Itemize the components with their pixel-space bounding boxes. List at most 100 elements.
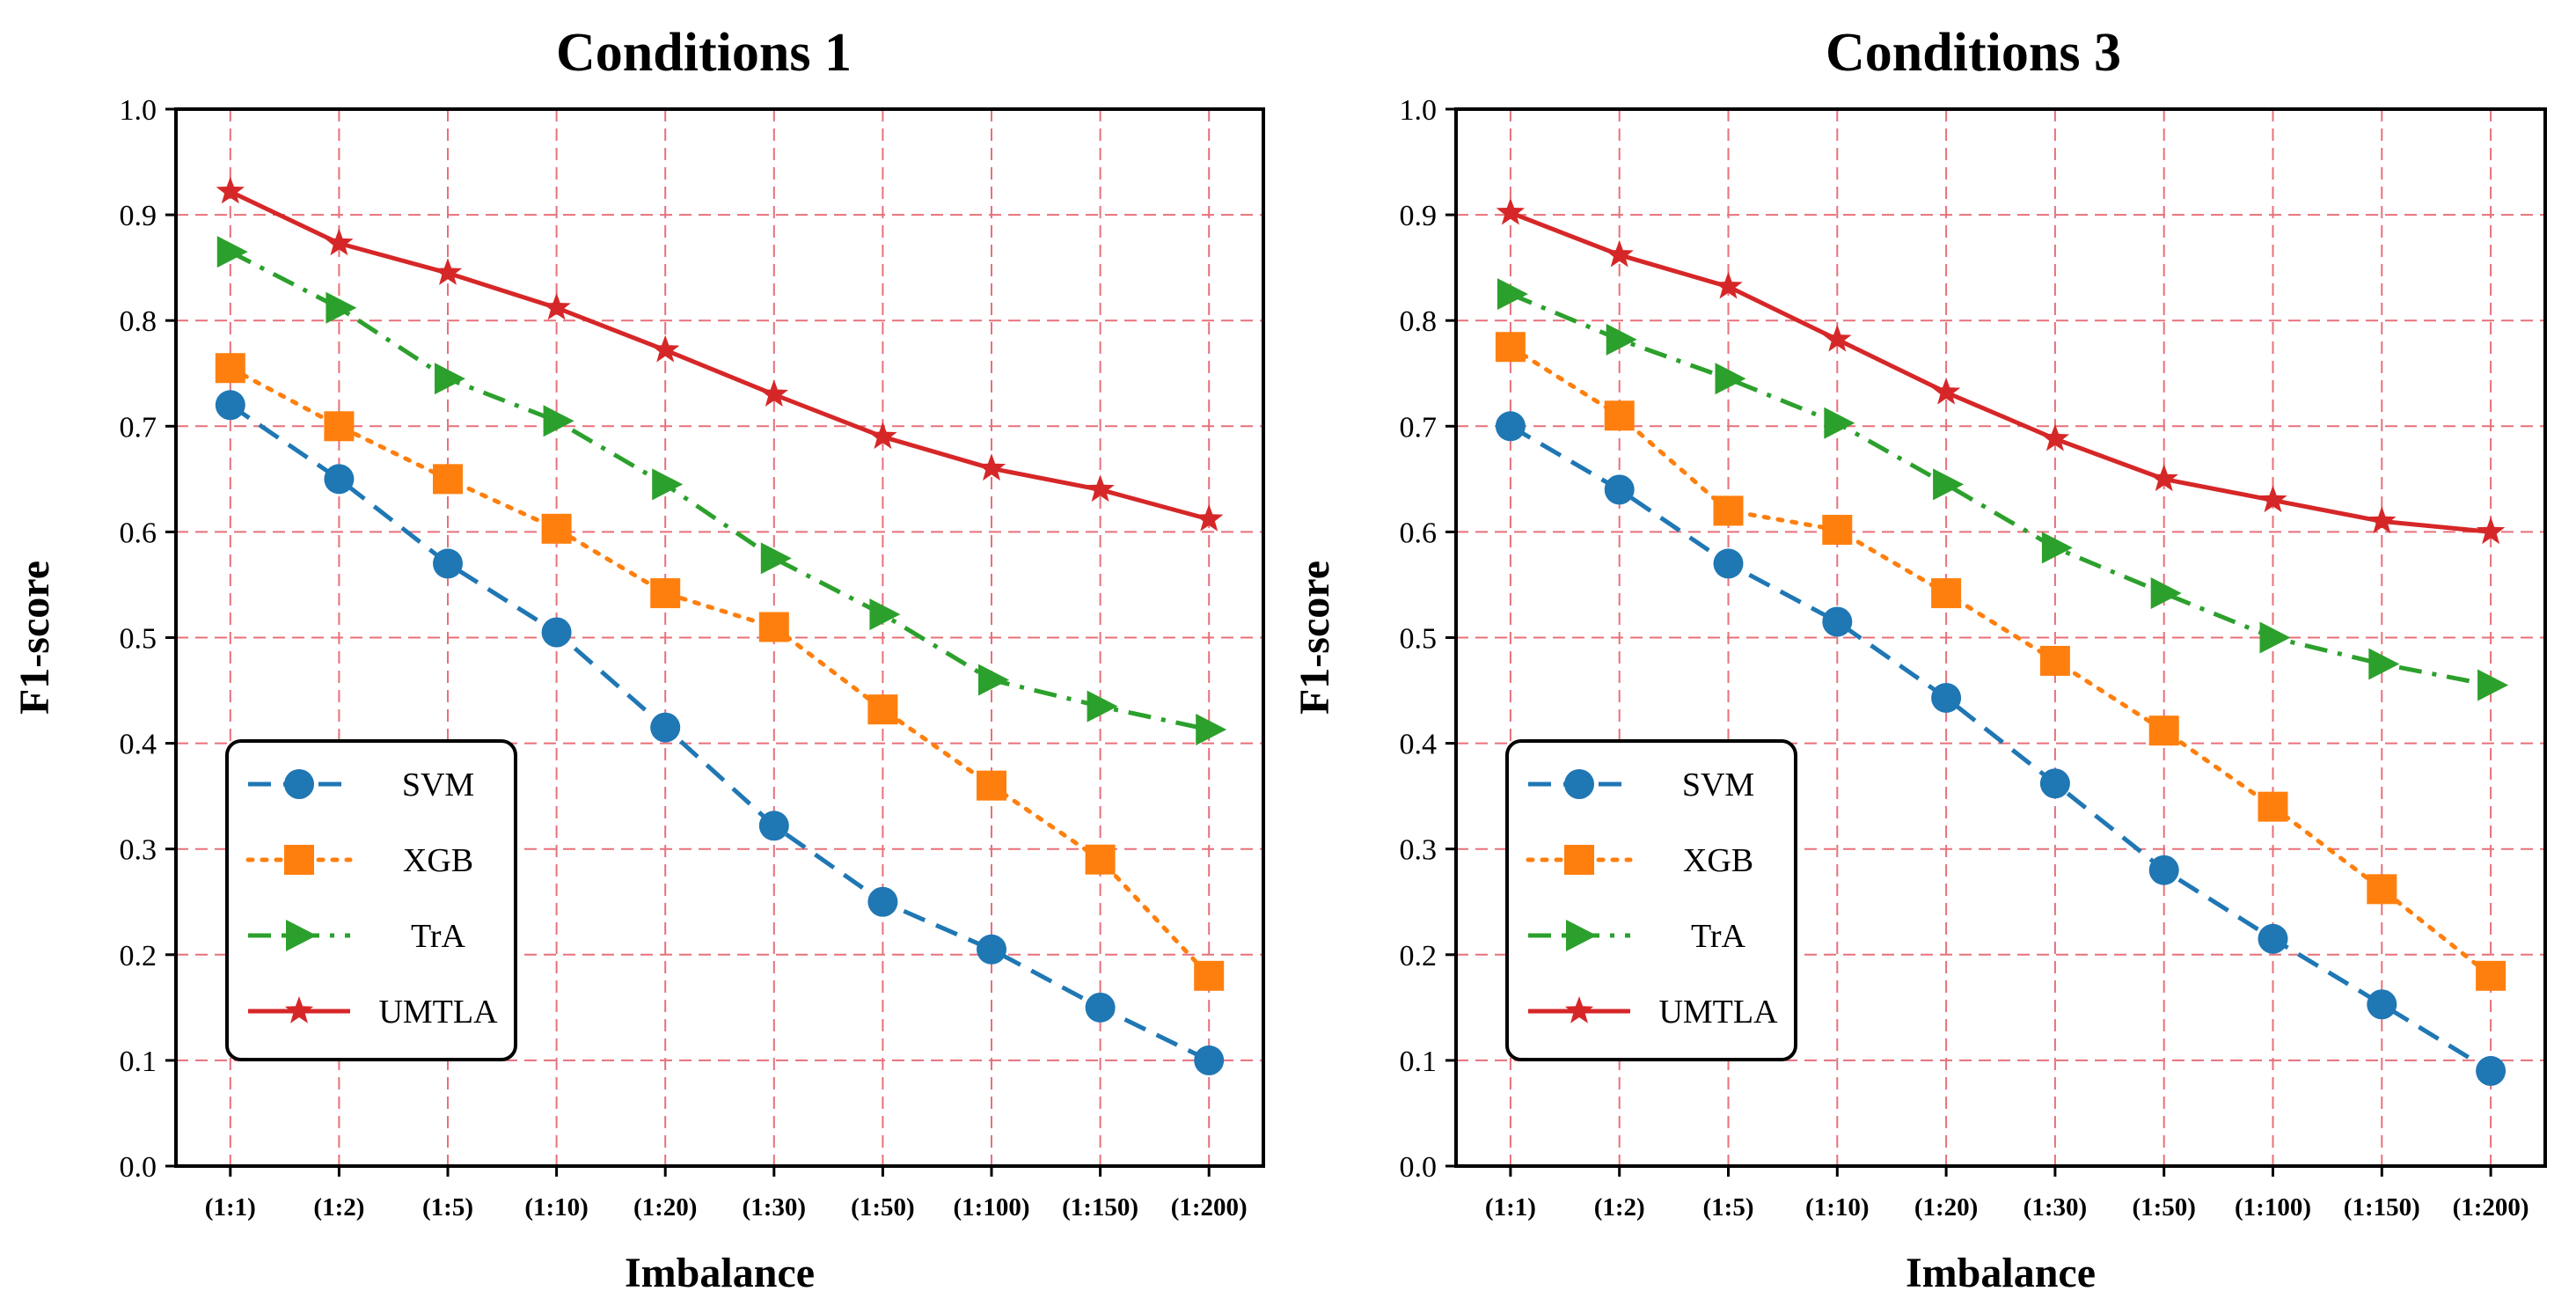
data-point-svm xyxy=(541,617,572,648)
y-axis-label: F1-score xyxy=(11,561,58,715)
data-point-xgb xyxy=(2258,791,2288,822)
data-point-umtla xyxy=(1714,271,1743,299)
x-tick-label: (1:1) xyxy=(1485,1193,1536,1222)
x-tick-label: (1:10) xyxy=(1805,1193,1869,1222)
data-point-tra xyxy=(543,405,574,437)
data-point-svm xyxy=(977,934,1006,965)
legend-label-svm: SVM xyxy=(1682,767,1754,803)
data-point-tra xyxy=(2477,669,2509,701)
y-tick-label: 0.9 xyxy=(1400,200,1438,232)
x-axis-label: Imbalance xyxy=(1906,1250,2096,1296)
data-point-svm xyxy=(1194,1045,1225,1075)
x-tick-label: (1:1) xyxy=(205,1193,256,1222)
series-line-umtla xyxy=(229,189,1210,522)
x-tick-label: (1:10) xyxy=(524,1193,588,1222)
data-point-xgb xyxy=(867,694,898,725)
data-point-svm xyxy=(867,886,898,917)
legend-box xyxy=(225,739,517,1061)
series-line-umtla xyxy=(1509,210,2492,534)
series-line-tra xyxy=(1509,291,2492,687)
x-tick-label: (1:20) xyxy=(633,1193,697,1222)
x-tick-label: (1:2) xyxy=(1594,1193,1645,1222)
data-point-svm xyxy=(1713,548,1744,579)
data-point-tra xyxy=(1196,713,1227,745)
y-tick-label: 0.2 xyxy=(1400,940,1438,972)
data-point-xgb xyxy=(1822,514,1853,545)
data-point-umtla xyxy=(2040,423,2070,451)
data-point-svm xyxy=(2258,923,2288,954)
data-point-xgb xyxy=(324,411,355,442)
y-tick-label: 0.6 xyxy=(1400,517,1438,549)
data-point-svm xyxy=(1085,992,1116,1023)
x-tick-label: (1:5) xyxy=(422,1193,473,1222)
data-point-tra xyxy=(652,468,684,501)
legend-label-umtla: UMTLA xyxy=(378,994,498,1031)
x-tick-label: (1:100) xyxy=(954,1193,1030,1222)
data-point-tra xyxy=(1606,323,1637,356)
series-umtla xyxy=(216,176,1224,532)
data-point-umtla xyxy=(433,258,463,285)
x-tick-label: (1:5) xyxy=(1703,1193,1754,1222)
data-point-xgb xyxy=(541,513,572,544)
data-point-tra xyxy=(1497,278,1528,311)
legend-label-svm: SVM xyxy=(402,767,474,803)
y-tick-label: 0.2 xyxy=(120,940,157,972)
data-point-xgb xyxy=(2367,874,2397,905)
legend-label-xgb: XGB xyxy=(403,842,473,879)
data-point-xgb xyxy=(1931,578,1962,609)
series-line-xgb xyxy=(1508,344,2493,979)
y-tick-label: 0.3 xyxy=(120,834,157,867)
chart-title: Conditions 1 xyxy=(556,23,852,83)
data-point-xgb xyxy=(1604,400,1635,431)
data-point-umtla xyxy=(651,334,680,363)
data-point-xgb xyxy=(2039,645,2070,676)
x-tick-label: (1:200) xyxy=(2453,1193,2529,1222)
data-point-umtla xyxy=(1195,504,1224,532)
chart-panel-2: 0.0 0.1 0.2 0.3 0.4 0.5 0.6 0.7 0.8 0.9 1.0 (1:1) (1… xyxy=(1292,23,2547,1296)
data-point-xgb xyxy=(1713,495,1744,526)
legend-marker-xgb xyxy=(284,845,314,875)
data-point-svm xyxy=(2039,768,2070,799)
data-point-umtla xyxy=(1496,197,1526,225)
y-tick-label: 0.5 xyxy=(120,623,157,656)
data-point-svm xyxy=(1822,606,1853,637)
x-tick-label: (1:20) xyxy=(1914,1193,1978,1222)
data-point-xgb xyxy=(1085,844,1116,875)
x-tick-label: (1:100) xyxy=(2235,1193,2311,1222)
legend: SVM XGB TrA UMTLA xyxy=(1505,739,1797,1061)
data-point-tra xyxy=(1087,690,1118,723)
x-tick-label: (1:50) xyxy=(2132,1193,2195,1222)
series-svm xyxy=(1495,411,2506,1086)
series-line-tra xyxy=(229,249,1210,732)
y-tick-label: 0.9 xyxy=(120,200,157,232)
data-point-svm xyxy=(758,811,789,841)
y-tick-label: 0.1 xyxy=(1400,1046,1438,1078)
data-point-umtla xyxy=(1086,474,1115,503)
y-tick-label: 0.0 xyxy=(1400,1151,1438,1184)
data-point-umtla xyxy=(2476,517,2506,545)
data-point-svm xyxy=(2367,989,2397,1020)
series-umtla xyxy=(1496,197,2506,545)
legend-label-tra: TrA xyxy=(1691,918,1746,955)
y-tick-label: 0.0 xyxy=(120,1151,157,1184)
chart-title: Conditions 3 xyxy=(1826,23,2121,83)
legend-marker-tra xyxy=(1566,920,1597,951)
data-point-svm xyxy=(433,548,463,579)
legend-marker-umtla xyxy=(1564,996,1594,1024)
data-point-umtla xyxy=(977,453,1006,481)
legend-box xyxy=(1505,739,1797,1061)
data-point-tra xyxy=(435,363,465,395)
legend-marker-svm xyxy=(1564,769,1594,799)
y-tick-label: 0.3 xyxy=(1400,834,1438,867)
y-tick-label: 0.4 xyxy=(120,729,157,761)
data-point-tra xyxy=(2041,532,2073,564)
data-point-xgb xyxy=(1495,332,1526,363)
legend-label-xgb: XGB xyxy=(1683,842,1753,879)
data-point-tra xyxy=(760,542,792,575)
data-point-tra xyxy=(1824,407,1855,439)
x-axis-label: Imbalance xyxy=(625,1250,815,1296)
y-tick-label: 0.8 xyxy=(120,305,157,338)
data-point-svm xyxy=(1604,474,1635,505)
data-point-svm xyxy=(2476,1055,2506,1086)
